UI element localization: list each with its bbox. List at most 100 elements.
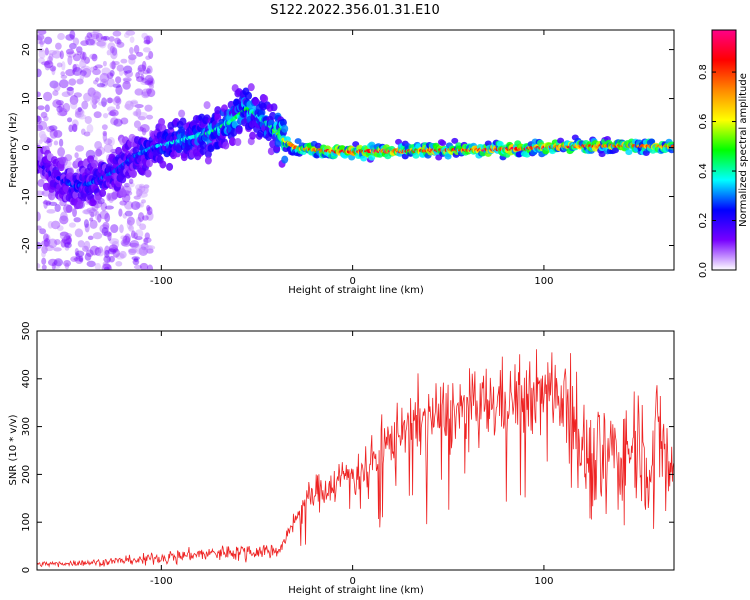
spectrogram-speckle	[141, 60, 147, 71]
spectrogram-speckle	[120, 239, 129, 247]
spectrogram-speckle	[48, 238, 58, 249]
spectrogram-speckle	[111, 60, 116, 70]
spectrogram-speckle	[43, 91, 53, 102]
spectrogram-x-tick-label: 100	[534, 276, 553, 287]
spectrogram-speckle	[90, 211, 95, 218]
spectrogram-speckle	[107, 106, 116, 113]
spectrogram-speckle	[139, 223, 147, 231]
spectrogram-speckle	[123, 65, 133, 74]
spectrogram-cell	[199, 147, 207, 156]
spectrogram-speckle	[96, 40, 106, 47]
spectrogram-speckle	[110, 117, 119, 126]
spectrogram-cell	[76, 200, 84, 209]
spectrogram-speckle	[37, 68, 42, 78]
spectrogram-speckle	[91, 103, 97, 109]
spectrogram-speckle	[128, 178, 134, 185]
spectrogram-speckle	[80, 65, 91, 72]
spectrogram-speckle	[62, 102, 71, 113]
spectrogram-speckle	[38, 49, 46, 59]
spectrogram-speckle	[58, 103, 65, 112]
spectrogram-speckle	[100, 202, 108, 212]
spectrogram-speckle	[125, 30, 136, 36]
spectrogram-speckle	[142, 249, 148, 255]
spectrogram-speckle	[109, 45, 115, 54]
spectrogram-speckle	[84, 35, 91, 42]
spectrogram-speckle	[116, 64, 124, 72]
spectrogram-speckle	[108, 255, 115, 263]
spectrogram-speckle	[92, 30, 100, 35]
spectrogram-speckle	[124, 233, 131, 243]
spectrogram-speckle	[41, 245, 48, 254]
spectrogram-cell	[40, 133, 48, 142]
spectrogram-speckle	[106, 72, 114, 79]
spectrogram-speckle	[137, 212, 145, 222]
spectrogram-speckle	[136, 76, 145, 83]
spectrogram-speckle	[133, 195, 141, 200]
spectrogram-speckle	[115, 261, 123, 267]
spectrogram-speckle	[104, 212, 111, 223]
spectrogram-speckle	[80, 128, 86, 135]
spectrogram-speckle	[109, 247, 119, 253]
spectrogram-speckle	[136, 188, 143, 197]
spectrogram-speckle	[146, 77, 155, 87]
spectrogram-speckle	[89, 53, 98, 60]
spectrogram-y-axis-label: Frequency (Hz)	[8, 112, 19, 188]
spectrogram-speckle	[149, 84, 155, 90]
spectrogram-speckle	[37, 91, 41, 98]
spectrogram-speckle	[146, 264, 154, 270]
snr-y-tick-label: 0	[21, 567, 32, 573]
spectrogram-speckle	[64, 262, 70, 270]
spectrogram-speckle	[88, 208, 98, 217]
spectrogram-speckle	[41, 250, 46, 258]
spectrogram-speckle	[138, 112, 148, 119]
spectrogram-speckle	[119, 200, 127, 206]
spectrogram-speckle	[109, 238, 120, 245]
spectrogram-speckle	[87, 87, 96, 97]
colorbar-label: Normalized spectral amplitude	[738, 73, 749, 227]
spectrogram-speckle	[123, 235, 128, 244]
spectrogram-speckle	[43, 115, 49, 122]
spectrogram-speckle	[92, 232, 103, 240]
spectrogram-speckle	[79, 69, 87, 77]
spectrogram-speckle	[57, 147, 66, 157]
spectrogram-speckle	[133, 257, 139, 263]
spectrogram-y-tick-label: 20	[21, 43, 32, 56]
spectrogram-speckle	[102, 113, 109, 119]
spectrogram-speckle	[123, 182, 130, 188]
colorbar-frame	[711, 29, 737, 271]
spectrogram-speckle	[129, 242, 139, 248]
spectrogram-speckle	[39, 41, 44, 48]
spectrogram-speckle	[73, 217, 81, 223]
spectrogram-speckle	[129, 239, 140, 249]
spectrogram-cell	[91, 159, 99, 168]
spectrogram-speckle	[83, 209, 90, 215]
spectrogram-speckle	[86, 124, 94, 134]
spectrogram-speckle	[52, 99, 62, 108]
spectrogram-speckle	[46, 209, 56, 214]
spectrogram-speckle	[61, 91, 71, 98]
spectrogram-speckle	[66, 234, 71, 240]
spectrogram-speckle	[83, 92, 92, 102]
spectrogram-cell	[180, 153, 188, 162]
spectrogram-speckle	[107, 42, 116, 51]
spectrogram-speckle	[109, 61, 117, 70]
spectrogram-speckle	[104, 266, 110, 270]
spectrogram-speckle	[91, 95, 101, 104]
spectrogram-speckle	[124, 103, 131, 110]
spectrogram-speckle	[136, 51, 144, 57]
spectrogram-cell	[611, 147, 619, 154]
spectrogram-cell	[207, 144, 215, 153]
spectrogram-speckle	[63, 235, 68, 241]
spectrogram-speckle	[101, 97, 107, 108]
spectrogram-speckle	[146, 206, 153, 216]
spectrogram-speckle	[61, 236, 72, 245]
spectrogram-speckle	[80, 51, 85, 60]
spectrogram-speckle	[100, 35, 108, 42]
spectrogram-speckle	[60, 211, 68, 222]
snr-x-tick-label: 100	[534, 576, 553, 587]
spectrogram-speckle	[130, 230, 136, 239]
spectrogram-y-tick-label: 10	[21, 92, 32, 105]
spectrogram-cell	[99, 189, 107, 198]
spectrogram-speckle	[102, 35, 110, 41]
spectrogram-speckle	[102, 261, 109, 267]
